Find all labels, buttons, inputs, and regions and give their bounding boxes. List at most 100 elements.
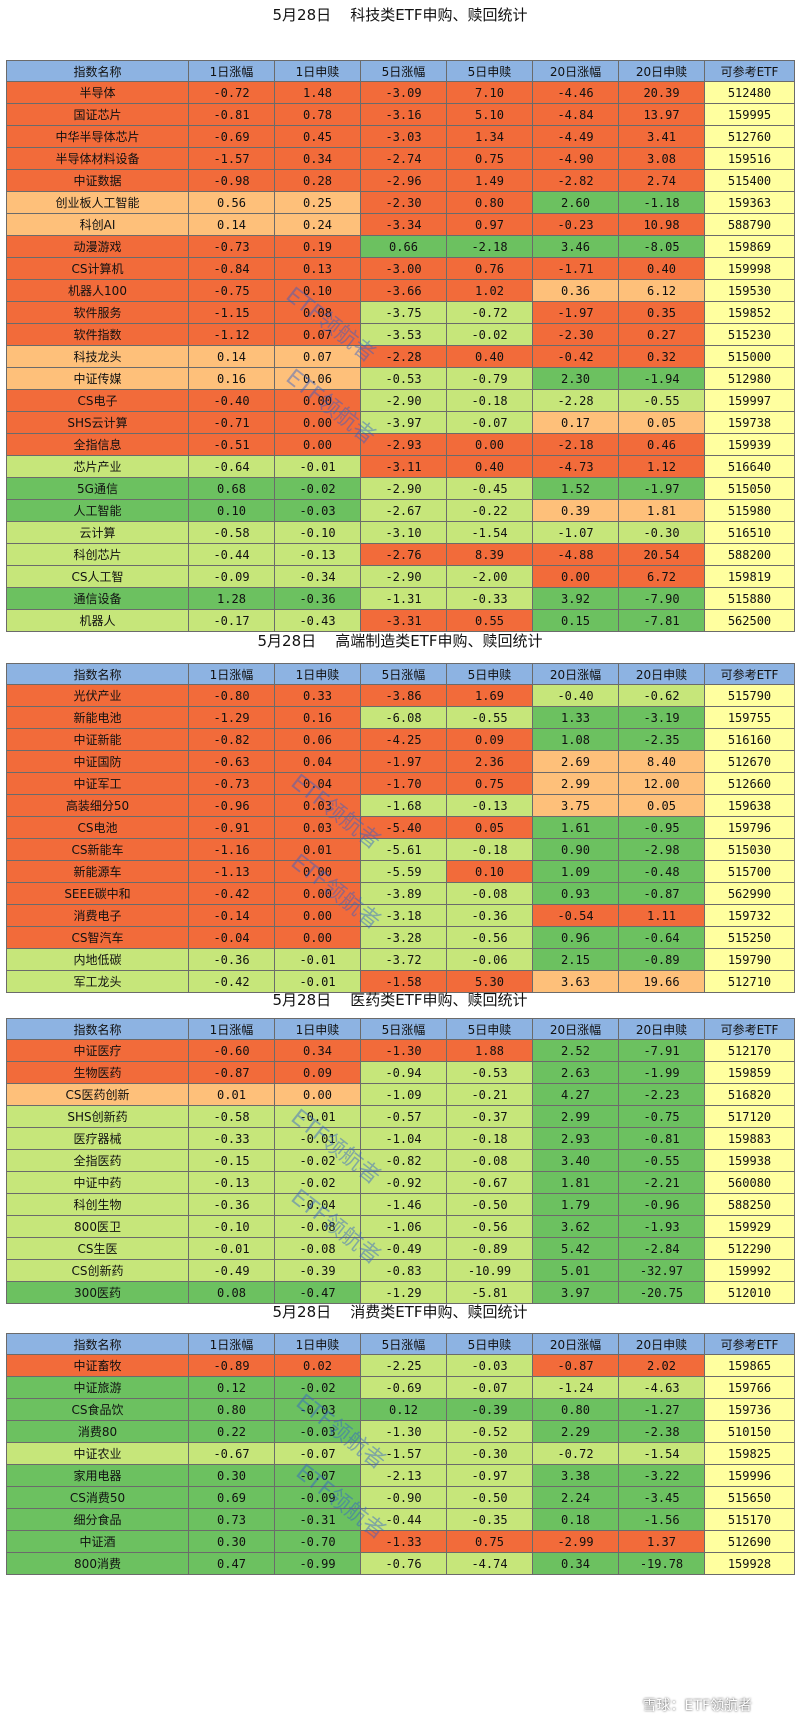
d1-change-cell: -0.13 [188, 1171, 275, 1194]
d5-change-cell: -3.31 [360, 609, 447, 632]
table-row: 云计算 -0.58 -0.10 -3.10 -1.54 -1.07 -0.30 516510 [6, 521, 795, 544]
d5-flow-cell: 0.80 [446, 191, 533, 214]
d1-change-cell: -0.15 [188, 1149, 275, 1172]
d5-flow-cell: 0.76 [446, 257, 533, 280]
d5-flow-cell: -0.36 [446, 904, 533, 927]
d5-change-cell: -0.49 [360, 1237, 447, 1260]
table-row: 新能源车 -1.13 0.00 -5.59 0.10 1.09 -0.48 515700 [6, 860, 795, 883]
table-row: 动漫游戏 -0.73 0.19 0.66 -2.18 3.46 -8.05 159869 [6, 235, 795, 258]
table-row: 半导体材料设备 -1.57 0.34 -2.74 0.75 -4.90 3.08 159516 [6, 147, 795, 170]
d1-change-cell: -0.73 [188, 772, 275, 795]
d1-change-cell: 1.28 [188, 587, 275, 610]
d1-flow-cell: 0.16 [274, 706, 361, 729]
table-row: 高装细分50 -0.96 0.03 -1.68 -0.13 3.75 0.05 159638 [6, 794, 795, 817]
etf-code: 512010 [704, 1281, 795, 1304]
d1-flow-cell: 0.01 [274, 838, 361, 861]
d20-flow-cell: -2.23 [618, 1083, 705, 1106]
d1-change-cell: -1.16 [188, 838, 275, 861]
d5-change-cell: -3.89 [360, 882, 447, 905]
table-row: 中证旅游 0.12 -0.02 -0.69 -0.07 -1.24 -4.63 159766 [6, 1376, 795, 1399]
etf-code: 159883 [704, 1127, 795, 1150]
table-row: 人工智能 0.10 -0.03 -2.67 -0.22 0.39 1.81 515980 [6, 499, 795, 522]
column-header: 20日申赎 [618, 60, 705, 82]
etf-code: 516640 [704, 455, 795, 478]
index-name: 家用电器 [6, 1464, 189, 1487]
d20-flow-cell: 19.66 [618, 970, 705, 993]
d5-flow-cell: 1.88 [446, 1039, 533, 1062]
d1-change-cell: -1.13 [188, 860, 275, 883]
d20-flow-cell: -7.90 [618, 587, 705, 610]
d1-change-cell: -0.01 [188, 1237, 275, 1260]
d20-change-cell: -1.07 [532, 521, 619, 544]
index-name: 软件指数 [6, 323, 189, 346]
d5-change-cell: -4.25 [360, 728, 447, 751]
etf-code: 159638 [704, 794, 795, 817]
d20-change-cell: 2.24 [532, 1486, 619, 1509]
d5-flow-cell: 1.34 [446, 125, 533, 148]
d1-flow-cell: -0.34 [274, 565, 361, 588]
d5-change-cell: -1.46 [360, 1193, 447, 1216]
d20-flow-cell: 2.74 [618, 169, 705, 192]
d5-change-cell: -3.66 [360, 279, 447, 302]
d1-flow-cell: 0.02 [274, 1354, 361, 1377]
etf-code: 159852 [704, 301, 795, 324]
d1-flow-cell: -0.02 [274, 1171, 361, 1194]
d20-change-cell: 1.33 [532, 706, 619, 729]
table-row: 机器人100 -0.75 0.10 -3.66 1.02 0.36 6.12 159530 [6, 279, 795, 302]
d1-change-cell: -0.42 [188, 882, 275, 905]
d20-change-cell: 0.93 [532, 882, 619, 905]
d20-change-cell: -4.73 [532, 455, 619, 478]
d1-flow-cell: -0.10 [274, 521, 361, 544]
d5-flow-cell: -0.18 [446, 838, 533, 861]
d20-change-cell: 1.61 [532, 816, 619, 839]
header-row: 指数名称 1日涨幅 1日申赎 5日涨幅 5日申赎 20日涨幅 20日申赎 可参考ETF [6, 1018, 795, 1040]
d5-change-cell: -0.57 [360, 1105, 447, 1128]
d20-change-cell: 5.42 [532, 1237, 619, 1260]
d1-flow-cell: 0.00 [274, 860, 361, 883]
etf-code: 588790 [704, 213, 795, 236]
d1-flow-cell: 0.00 [274, 926, 361, 949]
index-name: CS人工智 [6, 565, 189, 588]
d20-change-cell: 2.99 [532, 1105, 619, 1128]
d20-change-cell: -2.82 [532, 169, 619, 192]
d5-flow-cell: -0.89 [446, 1237, 533, 1260]
index-name: 光伏产业 [6, 684, 189, 707]
d20-flow-cell: 1.11 [618, 904, 705, 927]
table-row: 软件服务 -1.15 0.08 -3.75 -0.72 -1.97 0.35 159852 [6, 301, 795, 324]
d1-flow-cell: -0.01 [274, 1127, 361, 1150]
table-row: 军工龙头 -0.42 -0.01 -1.58 5.30 3.63 19.66 512710 [6, 970, 795, 993]
d20-flow-cell: -3.45 [618, 1486, 705, 1509]
d5-flow-cell: 0.75 [446, 772, 533, 795]
index-name: CS创新药 [6, 1259, 189, 1282]
column-header: 20日申赎 [618, 1018, 705, 1040]
d1-flow-cell: 0.07 [274, 323, 361, 346]
index-name: 中证医疗 [6, 1039, 189, 1062]
index-name: CS电池 [6, 816, 189, 839]
d20-change-cell: 3.63 [532, 970, 619, 993]
d20-flow-cell: -7.91 [618, 1039, 705, 1062]
d1-flow-cell: -0.03 [274, 1398, 361, 1421]
header-row: 指数名称 1日涨幅 1日申赎 5日涨幅 5日申赎 20日涨幅 20日申赎 可参考ETF [6, 1333, 795, 1355]
index-name: 全指信息 [6, 433, 189, 456]
d5-flow-cell: -0.07 [446, 411, 533, 434]
d20-change-cell: 0.90 [532, 838, 619, 861]
d20-change-cell: 0.17 [532, 411, 619, 434]
table-row: CS计算机 -0.84 0.13 -3.00 0.76 -1.71 0.40 159998 [6, 257, 795, 280]
d1-flow-cell: 0.07 [274, 345, 361, 368]
etf-table: 指数名称 1日涨幅 1日申赎 5日涨幅 5日申赎 20日涨幅 20日申赎 可参考ETF 中证畜牧… [6, 1333, 795, 1575]
column-header: 20日申赎 [618, 663, 705, 685]
d1-change-cell: -0.80 [188, 684, 275, 707]
d1-change-cell: -0.72 [188, 81, 275, 104]
index-name: 消费80 [6, 1420, 189, 1443]
d20-change-cell: 0.80 [532, 1398, 619, 1421]
d1-change-cell: -0.04 [188, 926, 275, 949]
d5-change-cell: -3.53 [360, 323, 447, 346]
d5-flow-cell: 0.75 [446, 147, 533, 170]
column-header: 5日申赎 [446, 1333, 533, 1355]
table-row: 5G通信 0.68 -0.02 -2.90 -0.45 1.52 -1.97 515050 [6, 477, 795, 500]
d20-flow-cell: -2.21 [618, 1171, 705, 1194]
d5-flow-cell: -0.50 [446, 1486, 533, 1509]
table-row: CS消费50 0.69 -0.09 -0.90 -0.50 2.24 -3.45 515650 [6, 1486, 795, 1509]
etf-code: 515000 [704, 345, 795, 368]
d1-flow-cell: 0.10 [274, 279, 361, 302]
